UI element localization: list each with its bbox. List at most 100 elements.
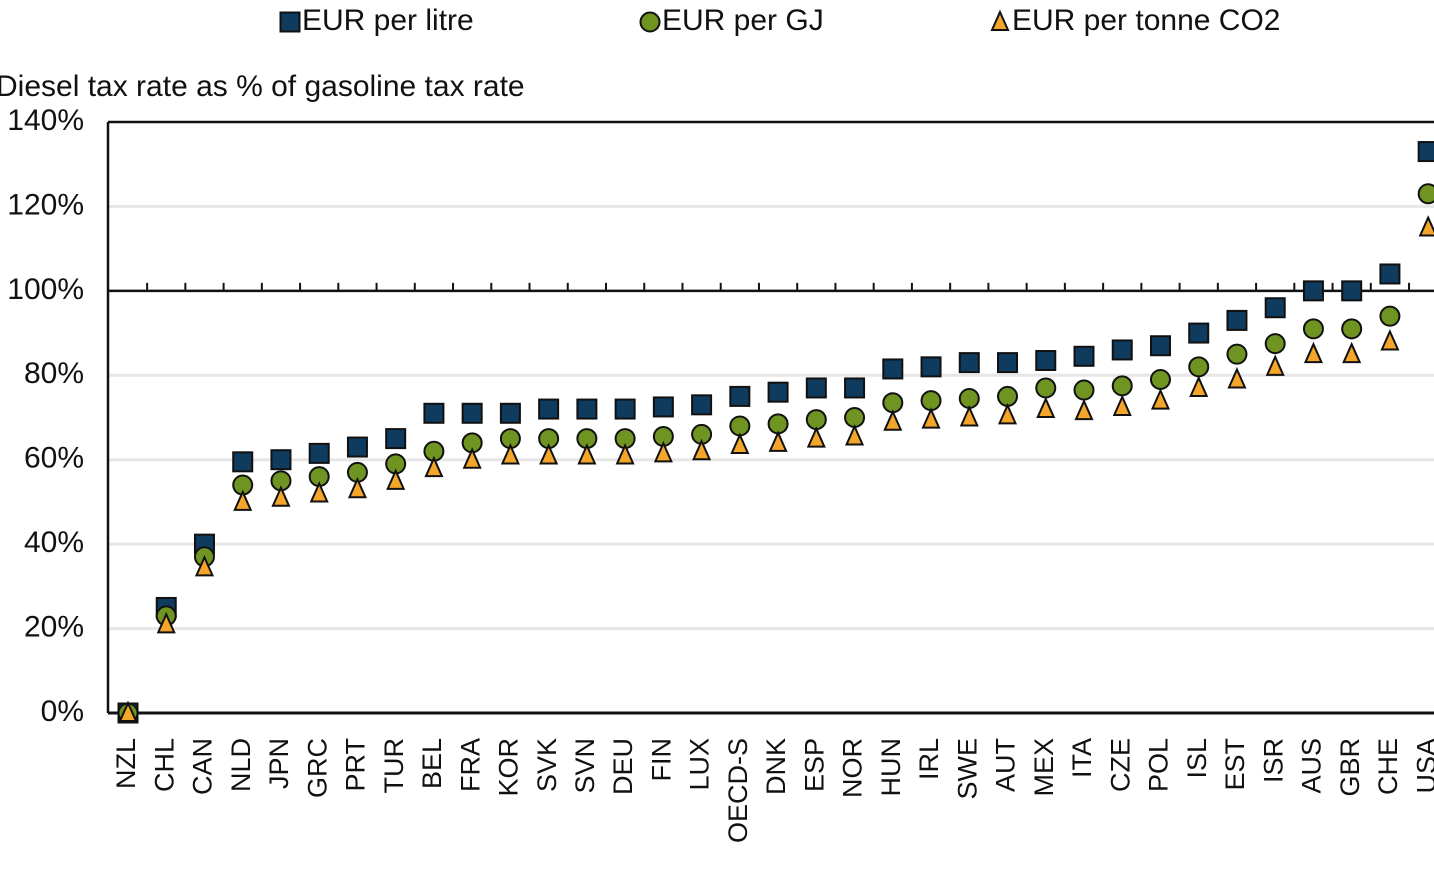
marker [958, 352, 980, 374]
x-tick-label: EST [1220, 738, 1250, 791]
marker [1379, 305, 1401, 327]
marker [767, 381, 789, 403]
marker [1188, 322, 1210, 344]
marker [118, 700, 138, 722]
x-tick-label: CHL [149, 738, 179, 792]
y-tick-label: 40% [24, 526, 84, 559]
x-tick-label: CAN [188, 738, 218, 795]
marker [271, 485, 291, 507]
marker [233, 489, 253, 511]
marker [1380, 329, 1400, 351]
marker [1264, 333, 1286, 355]
x-tick-label: NOR [838, 738, 868, 798]
marker [845, 424, 865, 446]
marker [768, 430, 788, 452]
marker [920, 356, 942, 378]
x-tick-label: TUR [379, 738, 409, 794]
marker [1341, 318, 1363, 340]
marker [844, 377, 866, 399]
marker [883, 409, 903, 431]
x-tick-label: USA [1411, 738, 1434, 794]
marker [1341, 280, 1363, 302]
y-tick-label: 80% [24, 357, 84, 390]
x-tick-label: AUS [1297, 738, 1327, 794]
x-tick-label: BEL [417, 738, 447, 789]
marker [1418, 215, 1434, 237]
x-tick-label: SVN [570, 738, 600, 794]
marker [1112, 394, 1132, 416]
x-tick-label: POL [1144, 738, 1174, 792]
x-tick-label: FIN [646, 738, 676, 782]
marker [1035, 377, 1057, 399]
y-tick-label: 120% [7, 188, 84, 221]
marker [806, 426, 826, 448]
y-tick-label: 60% [24, 442, 84, 475]
marker [1073, 345, 1095, 367]
x-tick-label: IRL [914, 738, 944, 780]
legend-marker [279, 11, 301, 33]
x-tick-label: CZE [1105, 738, 1135, 792]
y-tick-label: 20% [24, 610, 84, 643]
marker [308, 442, 330, 464]
marker [614, 398, 636, 420]
x-tick-label: GBR [1335, 738, 1365, 797]
y-tick-label: 0% [41, 695, 84, 728]
x-tick-label: MEX [1029, 738, 1059, 797]
marker [1111, 339, 1133, 361]
marker [576, 398, 598, 420]
x-tick-label: NLD [226, 738, 256, 792]
x-tick-label: HUN [876, 738, 906, 797]
legend-label: EUR per tonne CO2 [1012, 4, 1280, 37]
marker [309, 481, 329, 503]
marker [1379, 263, 1401, 285]
marker [1342, 341, 1362, 364]
marker [1264, 297, 1286, 319]
marker [1417, 141, 1434, 163]
marker [461, 402, 483, 424]
marker [499, 402, 521, 424]
legend-marker [639, 11, 661, 33]
marker [1302, 280, 1324, 302]
x-tick-label: OECD-S [723, 738, 753, 843]
marker [615, 443, 635, 465]
x-tick-label: ITA [1067, 738, 1097, 778]
x-tick-label: JPN [264, 738, 294, 789]
x-tick-label: AUT [991, 738, 1021, 792]
marker [423, 402, 445, 424]
marker [653, 440, 673, 463]
marker [500, 443, 520, 465]
marker [156, 611, 176, 634]
marker [1226, 343, 1248, 365]
marker [882, 358, 904, 380]
marker [347, 476, 367, 499]
y-tick-label: 100% [7, 273, 84, 306]
x-tick-label: FRA [455, 738, 485, 792]
marker [462, 447, 482, 469]
x-tick-label: DNK [761, 738, 791, 795]
x-tick-label: GRC [302, 738, 332, 798]
marker [1265, 354, 1285, 376]
x-tick-label: SWE [952, 738, 982, 800]
x-tick-label: LUX [685, 738, 715, 791]
marker [194, 554, 215, 577]
x-tick-label: ESP [799, 738, 829, 792]
marker [270, 449, 292, 471]
marker [1417, 183, 1434, 205]
marker [1226, 309, 1248, 331]
marker [1111, 375, 1133, 397]
marker [386, 468, 406, 490]
x-tick-label: DEU [608, 738, 638, 795]
marker [1036, 396, 1056, 419]
marker [921, 407, 941, 429]
marker [691, 394, 713, 416]
x-tick-label: NZL [111, 738, 141, 789]
x-tick-label: ISR [1258, 738, 1288, 783]
marker [805, 377, 827, 399]
x-tick-label: SVK [532, 738, 562, 792]
marker [1189, 375, 1209, 397]
marker [730, 432, 750, 454]
marker [1074, 398, 1094, 421]
marker [729, 385, 751, 407]
marker [424, 455, 444, 478]
